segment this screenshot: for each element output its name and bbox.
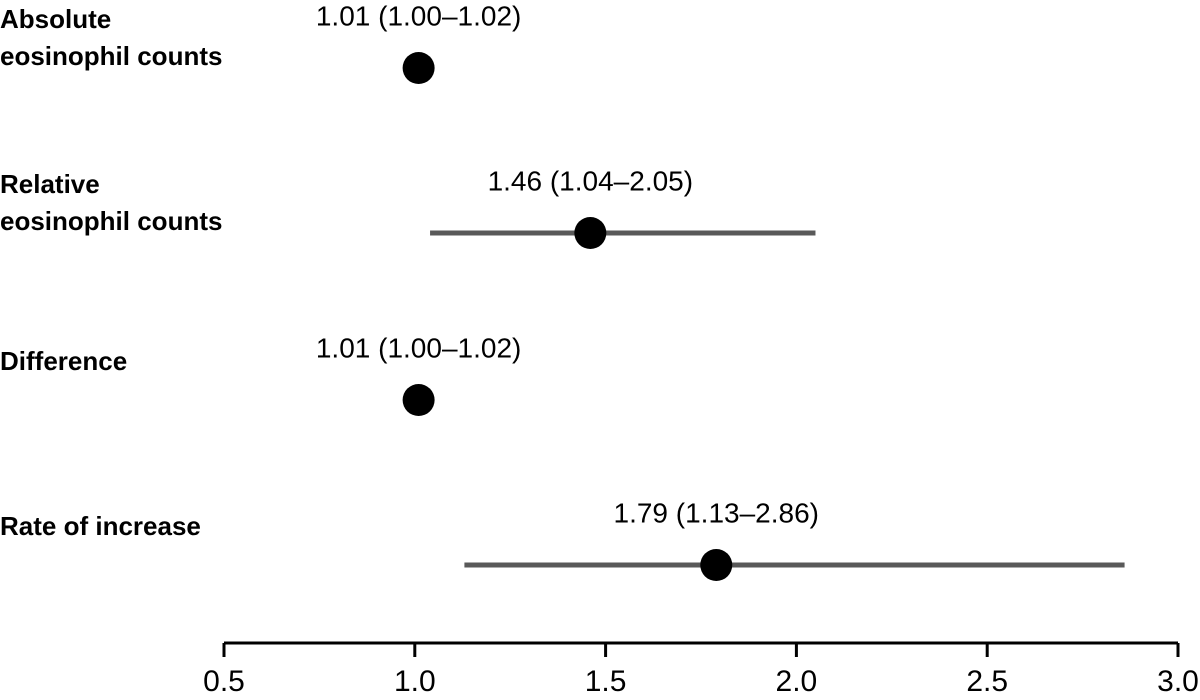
- point-estimate: [402, 52, 435, 84]
- point-estimate: [700, 549, 733, 581]
- x-tick-label: 0.5: [203, 665, 245, 698]
- point-estimate: [574, 217, 607, 249]
- value-label: 1.01 (1.00–1.02): [316, 332, 522, 363]
- point-estimate: [402, 384, 435, 416]
- value-label: 1.46 (1.04–2.05): [488, 165, 694, 196]
- x-tick-label: 1.0: [394, 665, 436, 698]
- x-tick-label: 1.5: [585, 665, 627, 698]
- row-label: Difference: [0, 346, 127, 376]
- row-label: eosinophil counts: [0, 41, 222, 71]
- row-label: eosinophil counts: [0, 206, 222, 236]
- x-tick-label: 2.5: [966, 665, 1008, 698]
- value-label: 1.79 (1.13–2.86): [614, 497, 820, 528]
- x-tick-label: 3.0: [1157, 665, 1199, 698]
- row-label: Relative: [0, 169, 100, 199]
- x-tick-label: 2.0: [776, 665, 818, 698]
- row-label: Absolute: [0, 4, 111, 34]
- row-label: Rate of increase: [0, 511, 201, 541]
- value-label: 1.01 (1.00–1.02): [316, 0, 522, 31]
